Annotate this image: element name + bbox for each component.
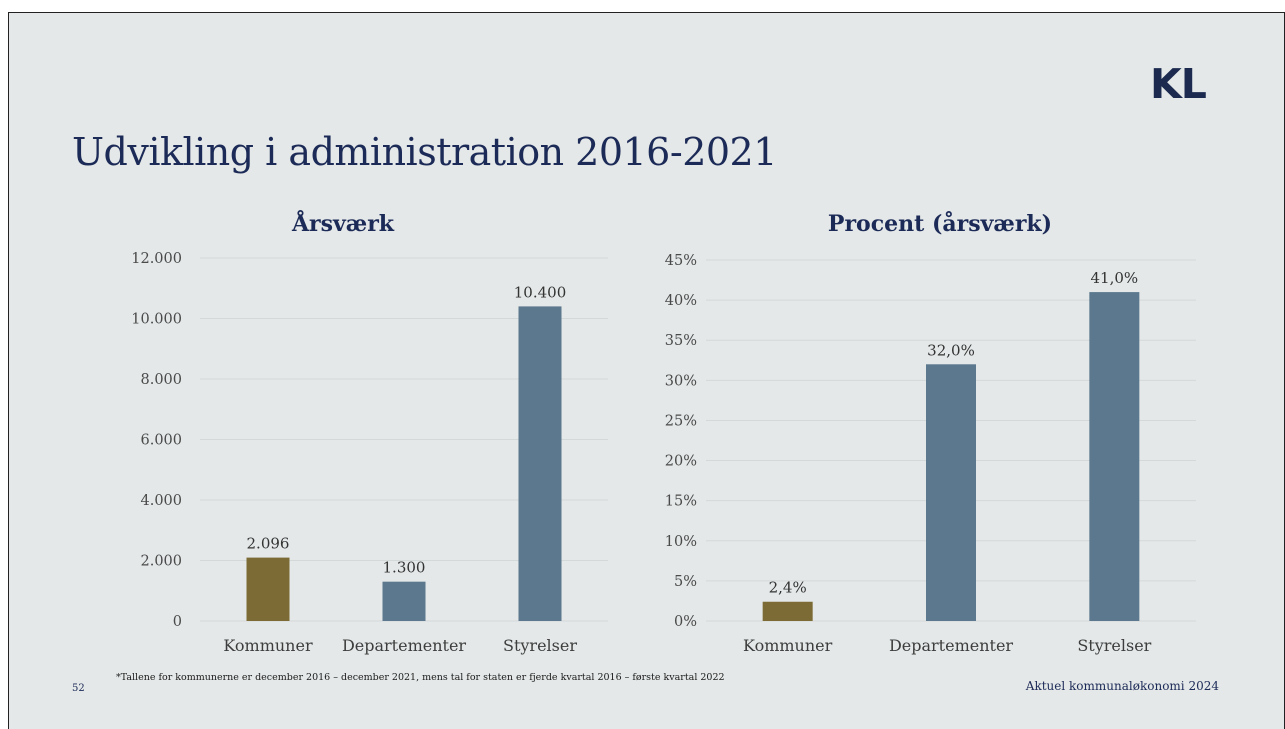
data-label: 1.300	[383, 559, 426, 577]
x-category-label: Styrelser	[1077, 636, 1151, 655]
x-category-label: Kommuner	[743, 636, 833, 655]
data-label: 41,0%	[1091, 269, 1139, 287]
y-tick-label: 0	[173, 614, 182, 630]
chart-title-aarsvaerk: Årsværk	[291, 211, 395, 237]
y-tick-label: 10.000	[131, 312, 182, 328]
x-category-label: Kommuner	[223, 636, 313, 655]
x-category-label: Departementer	[889, 636, 1013, 655]
slide	[8, 12, 1285, 729]
y-tick-label: 8.000	[140, 372, 182, 388]
y-tick-label: 0%	[674, 614, 697, 630]
data-label: 2,4%	[769, 579, 807, 597]
kl-logo: KL	[1150, 60, 1207, 108]
y-tick-label: 5%	[674, 574, 697, 590]
x-category-label: Departementer	[342, 636, 466, 655]
y-tick-label: 45%	[665, 253, 697, 269]
y-tick-label: 10%	[665, 534, 697, 550]
y-tick-label: 15%	[665, 494, 697, 510]
data-label: 2.096	[247, 535, 290, 553]
source-label: Aktuel kommunaløkonomi 2024	[1025, 679, 1219, 693]
bar-departementer	[926, 364, 976, 621]
x-category-label: Styrelser	[503, 636, 577, 655]
data-label: 10.400	[514, 283, 567, 301]
y-tick-label: 2.000	[140, 554, 182, 570]
page-title: Udvikling i administration 2016-2021	[72, 130, 777, 174]
y-tick-label: 4.000	[140, 493, 182, 509]
page-number: 52	[72, 683, 85, 694]
y-tick-label: 6.000	[140, 433, 182, 449]
y-tick-label: 20%	[665, 454, 697, 470]
chart-title-procent: Procent (årsværk)	[827, 211, 1053, 237]
bar-kommuner	[246, 557, 290, 621]
data-label: 32,0%	[927, 341, 975, 359]
y-tick-label: 30%	[665, 373, 697, 389]
footnote: *Tallene for kommunerne er december 2016…	[116, 672, 725, 683]
bar-departementer	[382, 581, 426, 621]
y-tick-label: 35%	[665, 333, 697, 349]
bar-styrelser	[1089, 292, 1140, 621]
y-tick-label: 25%	[665, 413, 697, 429]
bar-kommuner	[762, 601, 813, 621]
y-tick-label: 40%	[665, 293, 697, 309]
bar-styrelser	[518, 306, 562, 621]
y-tick-label: 12.000	[131, 251, 182, 267]
